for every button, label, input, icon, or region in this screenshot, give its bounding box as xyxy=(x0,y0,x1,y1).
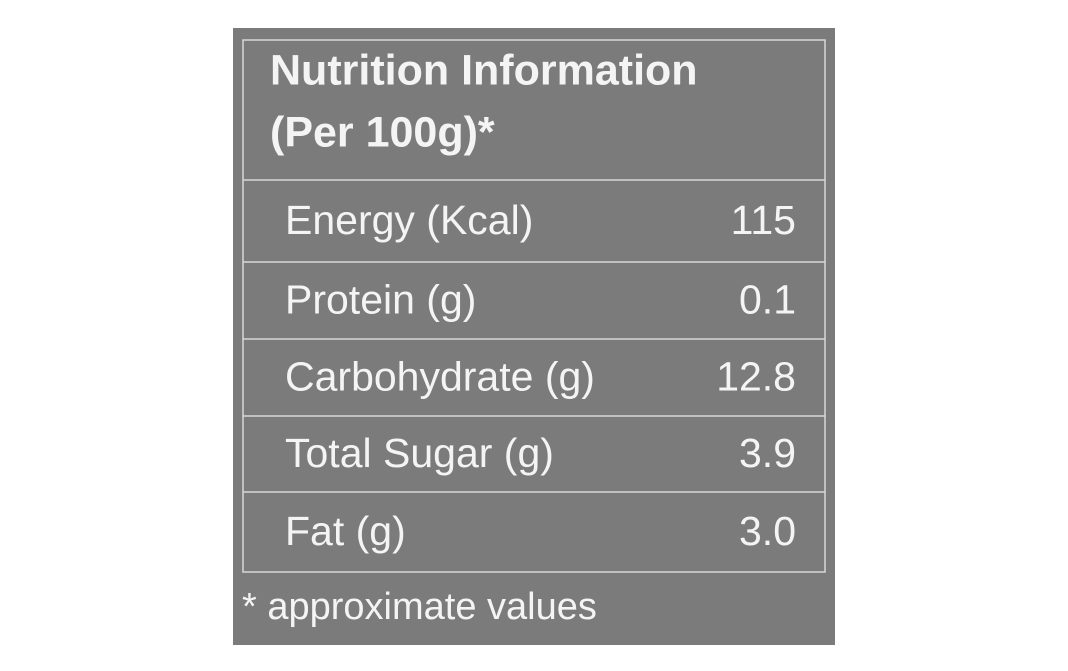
nutrient-name: Fat (g) xyxy=(285,508,406,554)
title-line: (Per 100g)* xyxy=(270,108,495,156)
nutrient-name: Carbohydrate (g) xyxy=(285,353,595,399)
title-line: Nutrition Information xyxy=(270,46,698,94)
nutrient-name: Protein (g) xyxy=(285,276,476,322)
nutrient-value: 3.0 xyxy=(739,508,796,554)
table-border xyxy=(242,39,826,573)
nutrient-value: 115 xyxy=(731,197,796,243)
footnote: * approximate values xyxy=(242,586,597,628)
nutrient-name: Energy (Kcal) xyxy=(285,197,533,243)
nutrient-value: 3.9 xyxy=(739,430,796,476)
nutrient-name: Total Sugar (g) xyxy=(285,430,554,476)
nutrient-value: 0.1 xyxy=(739,276,796,322)
label-background xyxy=(233,28,835,645)
nutrient-value: 12.8 xyxy=(716,353,796,399)
